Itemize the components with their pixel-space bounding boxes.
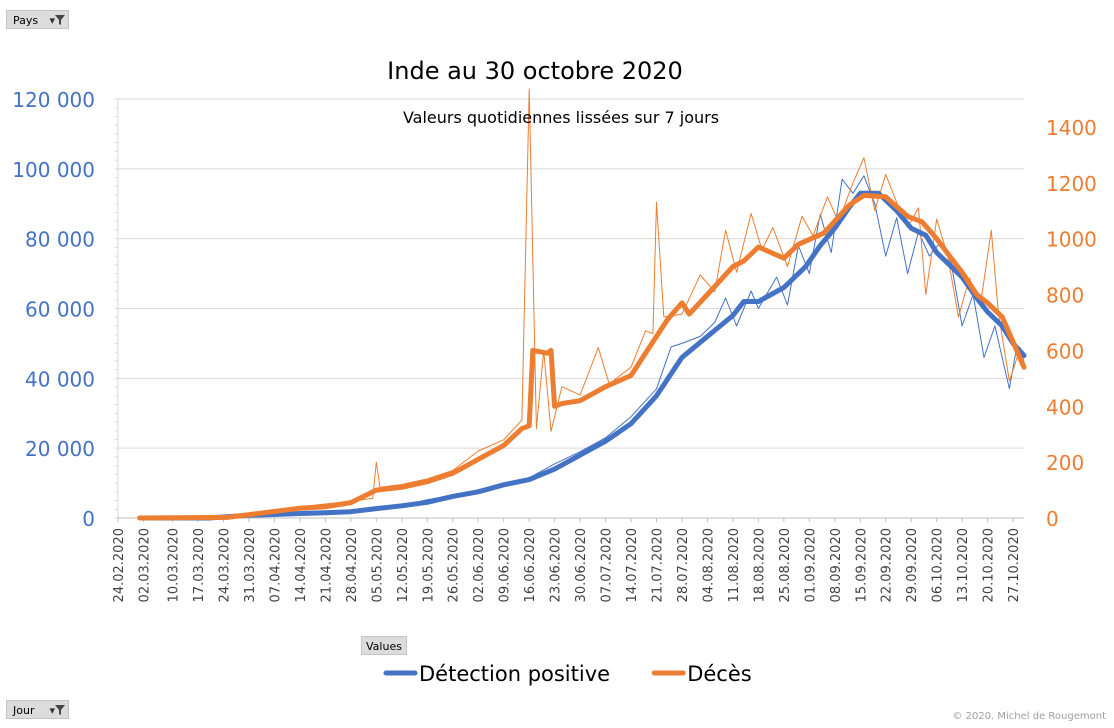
chart-title: Inde au 30 octobre 2020 xyxy=(387,57,683,85)
x-tick-label: 18.08.2020 xyxy=(752,528,767,602)
y-right-tick-label: 200 xyxy=(1046,451,1084,475)
y-right-tick-label: 1200 xyxy=(1046,172,1097,196)
x-tick-label: 11.08.2020 xyxy=(727,528,742,602)
series-line xyxy=(137,190,1027,521)
x-tick-label: 14.04.2020 xyxy=(294,528,309,602)
chart-legend: Détection positive Décès xyxy=(383,662,752,686)
x-tick-label: 16.06.2020 xyxy=(523,528,538,602)
x-tick-label: 13.10.2020 xyxy=(956,528,971,602)
y-right-tick-label: 400 xyxy=(1046,395,1084,419)
x-tick-label: 10.03.2020 xyxy=(167,528,182,602)
x-tick-label: 22.09.2020 xyxy=(880,528,895,602)
y-left-tick-label: 40 000 xyxy=(25,367,95,391)
filter-jour-label: Jour xyxy=(13,704,35,717)
x-tick-label: 14.07.2020 xyxy=(625,528,640,602)
x-tick-label: 24.03.2020 xyxy=(218,528,233,602)
y-right-tick-label: 1000 xyxy=(1046,228,1097,252)
x-tick-label: 02.06.2020 xyxy=(472,528,487,602)
x-tick-label: 28.07.2020 xyxy=(676,528,691,602)
x-tick-label: 27.10.2020 xyxy=(1007,528,1022,602)
x-tick-label: 07.04.2020 xyxy=(268,528,283,602)
chart-series xyxy=(137,88,1027,521)
values-field-button[interactable]: Values xyxy=(361,636,407,655)
x-tick-label: 24.02.2020 xyxy=(112,528,127,602)
x-tick-label: 06.10.2020 xyxy=(931,528,946,602)
x-tick-label: 07.07.2020 xyxy=(600,528,615,602)
x-tick-label: 08.09.2020 xyxy=(829,528,844,602)
x-tick-label: 19.05.2020 xyxy=(421,528,436,602)
y-right-tick-label: 600 xyxy=(1046,339,1084,363)
x-tick-label: 01.09.2020 xyxy=(803,528,818,602)
x-tick-label: 05.05.2020 xyxy=(370,528,385,602)
y-left-tick-label: 80 000 xyxy=(25,228,95,252)
x-tick-label: 26.05.2020 xyxy=(447,528,462,602)
filter-pays-button[interactable]: Pays ▾ xyxy=(6,10,69,29)
x-tick-label: 25.08.2020 xyxy=(778,528,793,602)
y-right-tick-label: 800 xyxy=(1046,284,1084,308)
filter-dropdown-icon: ▾ xyxy=(49,701,65,720)
filter-jour-button[interactable]: Jour ▾ xyxy=(6,700,69,719)
x-tick-label: 20.10.2020 xyxy=(982,528,997,602)
series-line xyxy=(137,192,1027,521)
filter-pays-label: Pays xyxy=(13,14,39,27)
x-tick-label: 09.06.2020 xyxy=(498,528,513,602)
y-left-tick-label: 100 000 xyxy=(12,158,95,182)
series-daily-line xyxy=(139,175,1025,519)
x-tick-label: 28.04.2020 xyxy=(345,528,360,602)
filter-dropdown-icon: ▾ xyxy=(49,11,65,30)
x-tick-label: 02.03.2020 xyxy=(137,528,152,602)
y-left-tick-label: 20 000 xyxy=(25,437,95,461)
x-tick-label: 15.09.2020 xyxy=(854,528,869,602)
x-tick-label: 12.05.2020 xyxy=(396,528,411,602)
x-tick-label: 30.06.2020 xyxy=(574,528,589,602)
x-tick-label: 31.03.2020 xyxy=(243,528,258,602)
x-tick-label: 04.08.2020 xyxy=(701,528,716,602)
y-right-tick-label: 1400 xyxy=(1046,116,1097,140)
legend-label: Décès xyxy=(687,662,752,686)
chart-gridlines xyxy=(118,98,1024,449)
y-left-tick-label: 0 xyxy=(82,507,95,531)
x-tick-label: 23.06.2020 xyxy=(549,528,564,602)
y-right-tick-label: 0 xyxy=(1046,507,1059,531)
chart-axes: 0 20 000 40 000 60 000 80 000 100 000 120 000 0… xyxy=(12,88,1097,602)
y-left-tick-label: 60 000 xyxy=(25,298,95,322)
x-tick-label: 29.09.2020 xyxy=(905,528,920,602)
legend-label: Détection positive xyxy=(419,662,610,686)
copyright-notice: © 2020. Michel de Rougemont xyxy=(952,711,1106,722)
series-daily-line xyxy=(139,88,1025,519)
x-tick-label: 21.04.2020 xyxy=(319,528,334,602)
x-tick-label: 21.07.2020 xyxy=(651,528,666,602)
chart-subtitle: Valeurs quotidiennes lissées sur 7 jours xyxy=(403,108,719,127)
x-tick-label: 17.03.2020 xyxy=(192,528,207,602)
y-left-tick-label: 120 000 xyxy=(12,88,95,112)
